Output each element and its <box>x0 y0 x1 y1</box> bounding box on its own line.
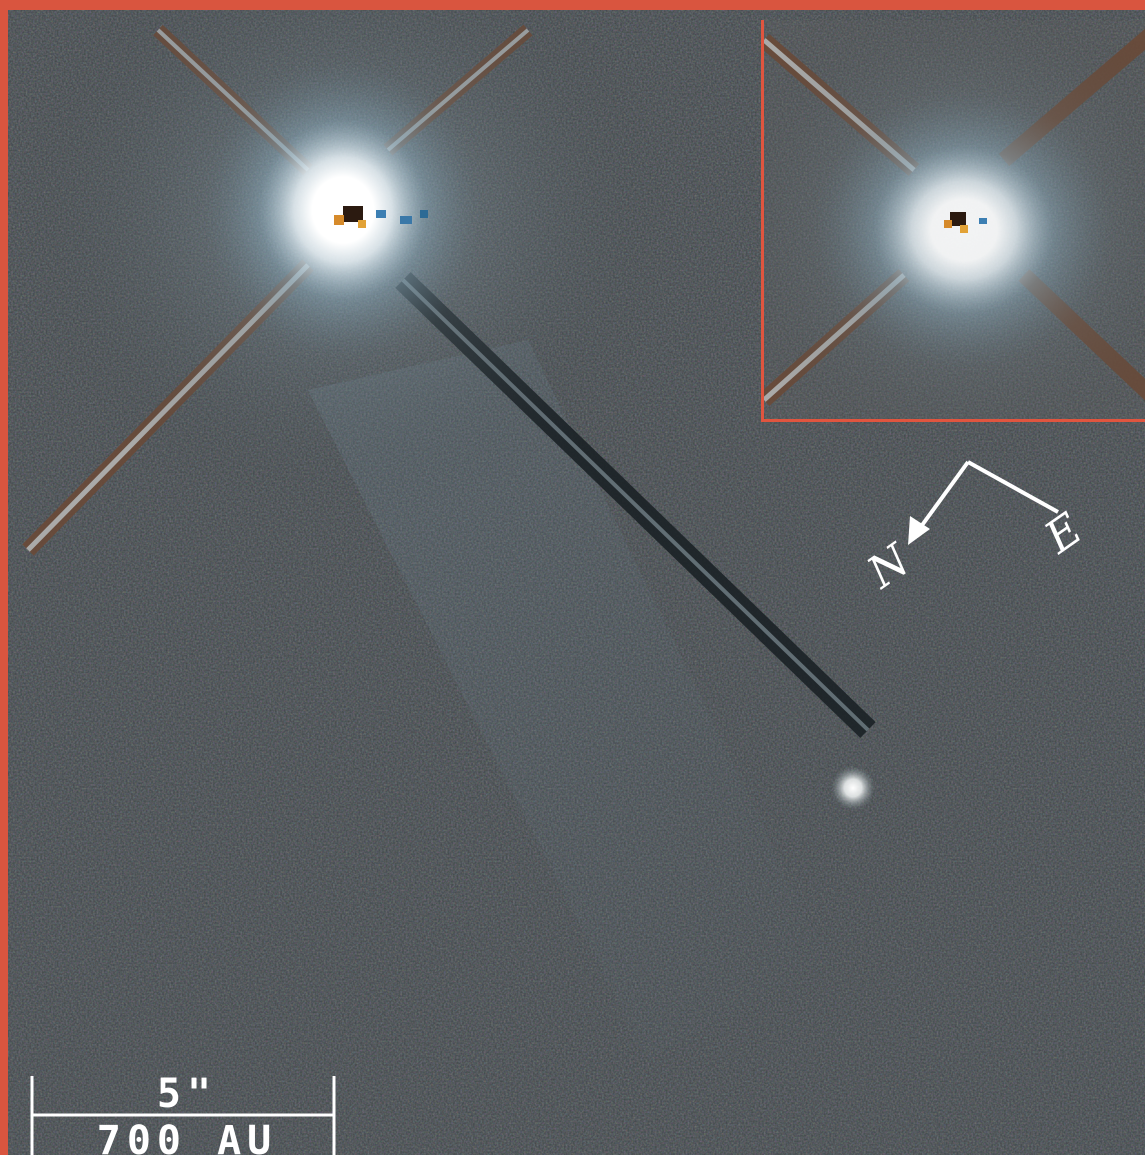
inset-zoom-view <box>764 20 1145 419</box>
compass-arrows-icon <box>908 460 1059 545</box>
orientation-compass: N E <box>858 450 1098 610</box>
scale-distance-label: 700 AU <box>96 1118 278 1155</box>
scale-angular-label: 5" <box>156 1071 218 1117</box>
inset-panel <box>761 20 1145 422</box>
scale-bar-line <box>30 1076 336 1155</box>
scale-bar: 5" 700 AU <box>22 1068 342 1155</box>
